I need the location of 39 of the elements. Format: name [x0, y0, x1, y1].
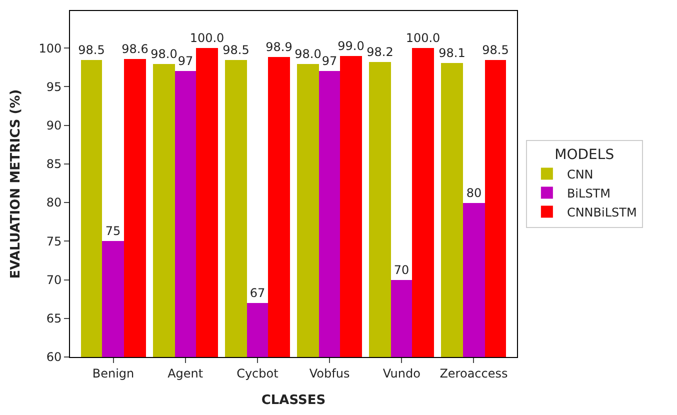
legend-label: CNNBiLSTM: [566, 205, 637, 220]
data-label: 97: [178, 54, 194, 68]
y-tick-label: 80: [46, 196, 62, 210]
x-tick-label: Agent: [168, 366, 204, 380]
data-label: 98.0: [294, 47, 322, 61]
x-axis-title: CLASSES: [261, 393, 326, 408]
x-tick-label: Vobfus: [309, 366, 350, 380]
data-label: 67: [250, 286, 266, 300]
data-label: 98.0: [150, 47, 178, 61]
data-label: 98.9: [266, 40, 292, 54]
data-label: 97: [322, 54, 338, 68]
y-tick-label: 95: [46, 80, 62, 94]
data-label: 75: [105, 224, 121, 238]
y-tick-label: 70: [46, 272, 62, 287]
data-label: 98.5: [222, 43, 250, 57]
y-tick-label: 60: [46, 350, 62, 364]
x-tick-label: Zeroaccess: [440, 366, 508, 380]
x-tick-label: Vundo: [382, 366, 420, 380]
data-label: 98.6: [122, 42, 148, 56]
data-label: 98.1: [438, 46, 466, 60]
data-label: 80: [466, 186, 482, 200]
y-tick-label: 85: [46, 157, 62, 172]
legend-label: BiLSTM: [566, 186, 611, 200]
data-label: 98.2: [366, 45, 394, 59]
legend-label: CNN: [566, 167, 594, 182]
x-tick-label: Benign: [92, 366, 134, 380]
data-label: 100.0: [190, 31, 224, 45]
y-tick-label: 75: [46, 234, 62, 248]
y-axis-title: EVALUATION METRICS (%): [8, 89, 24, 279]
data-label: 100.0: [406, 31, 440, 45]
y-tick-label: 100: [38, 41, 62, 56]
legend-title: MODELS: [554, 147, 614, 164]
data-label: 70: [394, 263, 410, 277]
data-label: 98.5: [78, 43, 105, 57]
data-label: 99.0: [338, 39, 364, 53]
data-label: 98.5: [482, 43, 509, 57]
y-tick-label: 90: [46, 118, 62, 132]
x-tick-label: Cycbot: [236, 366, 279, 380]
y-tick-label: 65: [46, 312, 62, 326]
